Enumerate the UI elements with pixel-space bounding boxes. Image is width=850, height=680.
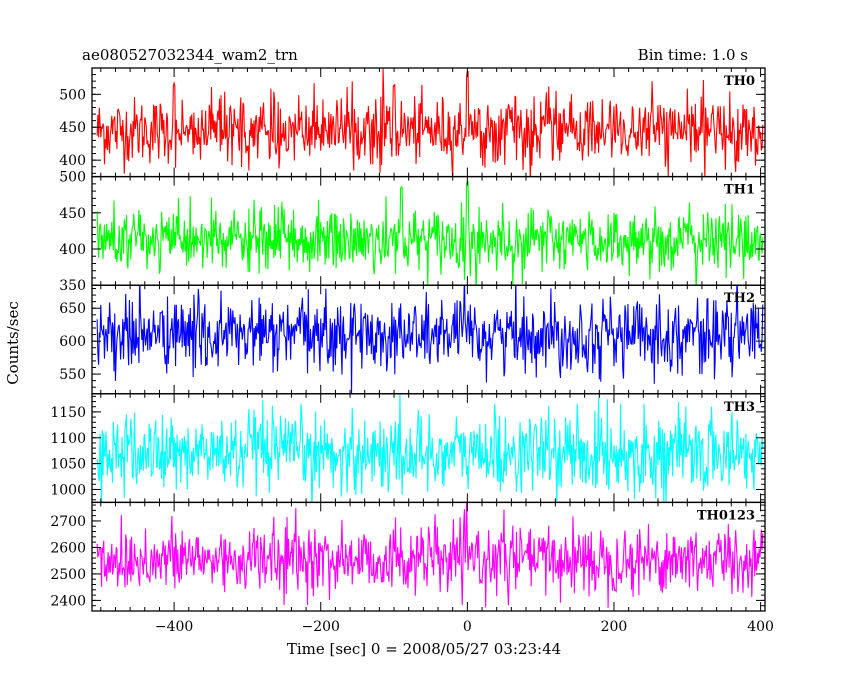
series-th1: [96, 180, 764, 286]
y-tick-label-th0: 400: [59, 153, 86, 169]
panel-th0: 400 450 500 TH0: [59, 67, 766, 178]
y-tick-label-th3: 1050: [50, 457, 86, 473]
y-tick-label-th2: 600: [59, 334, 86, 350]
y-tick-label-th1: 400: [59, 242, 86, 258]
x-tick-label: −400: [155, 619, 193, 635]
panel-label-th3: TH3: [724, 400, 755, 415]
series-th0123: [96, 502, 764, 608]
series-th2: [96, 285, 764, 394]
x-tick-label: −200: [302, 619, 340, 635]
x-axis: −400 −200 0 200 400: [155, 619, 774, 635]
panel-th1: 350 400 450 500 TH1: [59, 170, 766, 294]
panel-th2: 550 600 650 TH2: [59, 284, 766, 395]
panel-frame-th0123: [91, 501, 766, 612]
x-tick-label: 400: [747, 619, 774, 635]
y-tick-label-th3: 1100: [50, 431, 86, 447]
panel-label-th2: TH2: [724, 291, 755, 306]
series-th3: [96, 393, 764, 503]
y-tick-label-th1: 350: [59, 278, 86, 294]
y-tick-label-th2: 650: [59, 301, 86, 317]
panel-label-th0123: TH0123: [697, 508, 755, 523]
y-axis-label: Counts/sec: [4, 301, 22, 385]
bin-time-label: Bin time: 1.0 s: [638, 46, 748, 64]
panels-group: 400 450 500 TH0 350 400 450 500 TH1 550 600 650 TH2 1…: [50, 67, 766, 612]
y-tick-label-th0123: 2700: [50, 514, 86, 530]
y-tick-label-th1: 450: [59, 206, 86, 222]
series-th0: [96, 68, 764, 177]
y-tick-label-th3: 1150: [50, 405, 86, 421]
panel-label-th0: TH0: [724, 74, 755, 89]
y-tick-label-th3: 1000: [50, 482, 86, 498]
panel-label-th1: TH1: [724, 183, 755, 198]
x-tick-label: 0: [463, 619, 472, 635]
y-tick-label-th0123: 2500: [50, 567, 86, 583]
y-tick-label-th0123: 2400: [50, 593, 86, 609]
y-tick-label-th0123: 2600: [50, 540, 86, 556]
x-tick-label: 200: [601, 619, 628, 635]
y-tick-label-th0: 450: [59, 120, 86, 136]
y-tick-label-th0: 500: [59, 87, 86, 103]
y-tick-label-th1: 500: [59, 170, 86, 186]
panel-th3: 1000 1050 1100 1150 TH3: [50, 393, 766, 504]
chart-title: ae080527032344_wam2_trn: [82, 46, 298, 64]
panel-th0123: 2400 2500 2600 2700 TH0123: [50, 501, 766, 612]
x-axis-label: Time [sec] 0 = 2008/05/27 03:23:44: [287, 640, 561, 658]
y-tick-label-th2: 550: [59, 367, 86, 383]
